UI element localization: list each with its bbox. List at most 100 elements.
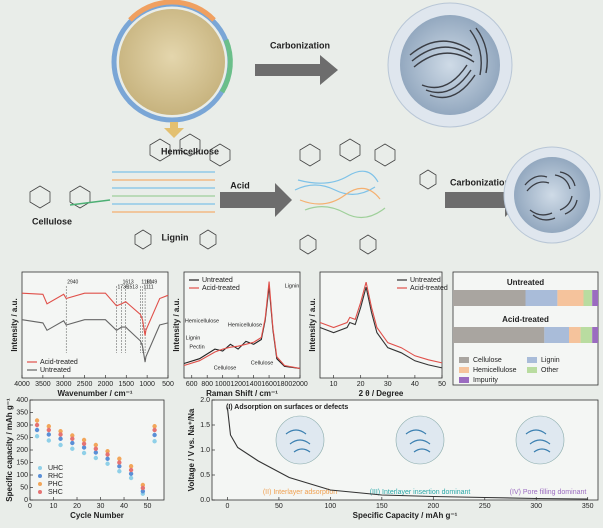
label: Acid: [230, 180, 250, 190]
x-axis-label: Specific Capacity / mAh g⁻¹: [353, 511, 458, 520]
band-label: Hemicellulose: [185, 318, 219, 324]
band-label: Pectin: [189, 344, 204, 350]
x-tick-label: 1600: [261, 381, 277, 388]
point: [70, 446, 75, 451]
graphitic-layers: [524, 171, 578, 221]
legend-label: Acid-treated: [40, 359, 78, 366]
point: [34, 434, 40, 439]
legend-label: Acid-treated: [410, 285, 448, 292]
legend-swatch: [459, 367, 469, 373]
x-tick-label: 200: [427, 503, 439, 510]
legend-swatch: [527, 357, 537, 363]
annotation: (II) Interlayer adsorption: [263, 489, 337, 496]
band-label: Lignin: [285, 283, 300, 289]
y-tick-label: 200: [16, 447, 28, 454]
series-line: [319, 286, 443, 369]
arrow: [445, 183, 522, 217]
band-label: Cellulose: [251, 360, 274, 366]
point: [128, 471, 134, 476]
band-label: Lignin: [186, 335, 201, 341]
x-tick-label: 250: [479, 503, 491, 510]
point: [34, 427, 40, 433]
point: [58, 436, 63, 441]
peak-label: 1111: [144, 284, 154, 290]
legend-marker: [38, 490, 42, 494]
legend-label: RHC: [48, 473, 63, 480]
x-tick-label: 20: [357, 381, 365, 388]
arrow: [220, 183, 292, 217]
bar-segment: [580, 327, 593, 343]
legend-label: Hemicellulose: [473, 367, 517, 374]
point: [34, 422, 40, 428]
x-tick-label: 150: [376, 503, 388, 510]
label: Hemicelluose: [161, 146, 219, 156]
legend-label: PHC: [48, 481, 63, 488]
peak-label: 1049: [146, 279, 157, 285]
point: [140, 489, 146, 494]
peak-label: 1613: [123, 279, 134, 285]
y-tick-label: 0.0: [200, 497, 210, 504]
y-axis-label: Intensity / a.u.: [172, 298, 181, 351]
legend-swatch: [459, 357, 469, 363]
molecule: [29, 133, 437, 255]
peak-label: 1161: [141, 279, 152, 285]
y-tick-label: 400: [16, 397, 28, 404]
label: Carbonization: [450, 177, 510, 187]
x-tick-label: 500: [162, 381, 174, 388]
point: [46, 424, 52, 429]
series-line: [21, 319, 169, 363]
x-tick-label: 2000: [292, 381, 308, 388]
point: [93, 442, 99, 448]
disordered-fibers: [294, 170, 386, 219]
legend-marker: [38, 474, 42, 478]
point: [81, 437, 87, 443]
annotation: (I) Adsorption on surfaces or defects: [226, 404, 348, 411]
peak-label: 1735: [117, 284, 128, 290]
x-tick-label: 30: [97, 503, 105, 510]
legend-label: Impurity: [473, 377, 498, 384]
band-label: Cellulose: [214, 365, 237, 371]
x-tick-label: 800: [201, 381, 213, 388]
point: [128, 475, 134, 481]
x-tick-label: 3000: [56, 381, 72, 388]
point: [152, 424, 157, 429]
point: [117, 469, 122, 474]
y-tick-label: 1.5: [200, 422, 210, 429]
x-tick-label: 100: [325, 503, 337, 510]
pointer: [69, 199, 111, 206]
legend-marker: [38, 466, 42, 470]
legend-label: Untreated: [202, 277, 233, 284]
point: [105, 456, 110, 461]
x-tick-label: 30: [384, 381, 392, 388]
point: [117, 460, 122, 465]
point: [105, 449, 110, 454]
bar-segment: [583, 290, 593, 306]
y-tick-label: 250: [16, 434, 28, 441]
x-tick-label: 300: [530, 503, 542, 510]
ring-arc: [128, 0, 216, 22]
y-axis-label: Intensity / a.u.: [10, 298, 19, 351]
graphitic-layers: [409, 27, 488, 99]
point: [81, 441, 87, 446]
band-label: Hemicellulose: [228, 322, 262, 328]
legend-swatch: [527, 367, 537, 373]
annotation: (IV) Pore filling dominant: [510, 489, 587, 496]
bar-segment: [525, 290, 558, 306]
point: [128, 467, 134, 473]
label: Carbonization: [270, 40, 330, 50]
powder: [119, 9, 225, 115]
peak-label: 2940: [67, 279, 78, 285]
x-tick-label: 40: [411, 381, 419, 388]
legend-swatch: [459, 377, 469, 383]
x-axis-label: Raman Shift / cm⁻¹: [206, 389, 278, 398]
series-line: [319, 281, 443, 364]
point: [46, 427, 52, 433]
ring-arc: [219, 39, 233, 94]
x-tick-label: 20: [73, 503, 81, 510]
x-tick-label: 1500: [118, 381, 134, 388]
inset-detail: [405, 429, 431, 453]
inset-detail: [525, 429, 551, 453]
x-tick-label: 1800: [277, 381, 293, 388]
annotation: (III) Interlayer insertion dominant: [370, 489, 471, 496]
bar-segment: [557, 290, 584, 306]
